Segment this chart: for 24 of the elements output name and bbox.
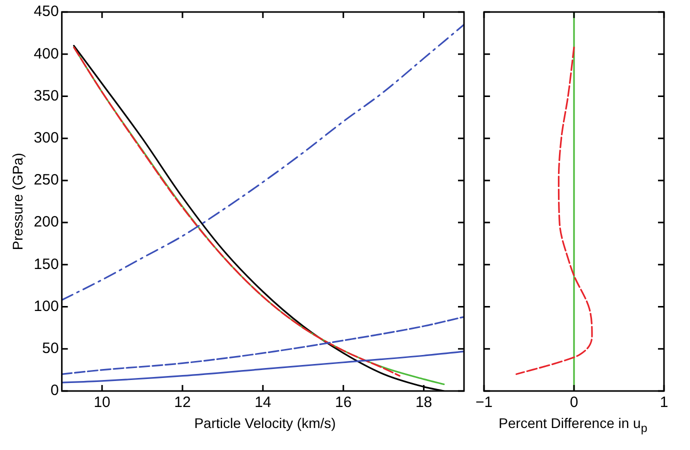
line-series	[62, 350, 464, 384]
x-tick-label: 0	[570, 394, 578, 412]
y-tick-label: 400	[34, 45, 59, 62]
y-tick-label: 0	[50, 382, 59, 400]
y-tick-label: 200	[34, 214, 59, 231]
x-tick-label: 16	[335, 394, 352, 412]
y-tick-label: 50	[42, 340, 59, 358]
y-tick-label: 350	[34, 87, 59, 104]
line-series	[62, 24, 464, 301]
line-series	[62, 316, 464, 375]
x-tick-label: 12	[174, 394, 191, 412]
x-tick-label: 1	[660, 394, 668, 412]
y-tick-label: 250	[34, 172, 59, 189]
x-tick-label: 18	[415, 394, 432, 412]
x-axis-title: Particle Velocity (km/s)	[193, 415, 337, 431]
x-tick-label: 10	[94, 394, 110, 412]
y-tick-label: 300	[34, 129, 59, 146]
y-tick-label: 150	[34, 256, 59, 273]
x-tick-label: −1	[475, 394, 493, 412]
y-axis-title: Pressure (GPa)	[9, 152, 26, 250]
y-tick-label: 450	[34, 3, 59, 20]
x-axis-title: Percent Difference in u$_{p}$	[498, 415, 648, 435]
y-tick-label: 100	[34, 298, 59, 315]
x-tick-label: 14	[254, 394, 272, 412]
